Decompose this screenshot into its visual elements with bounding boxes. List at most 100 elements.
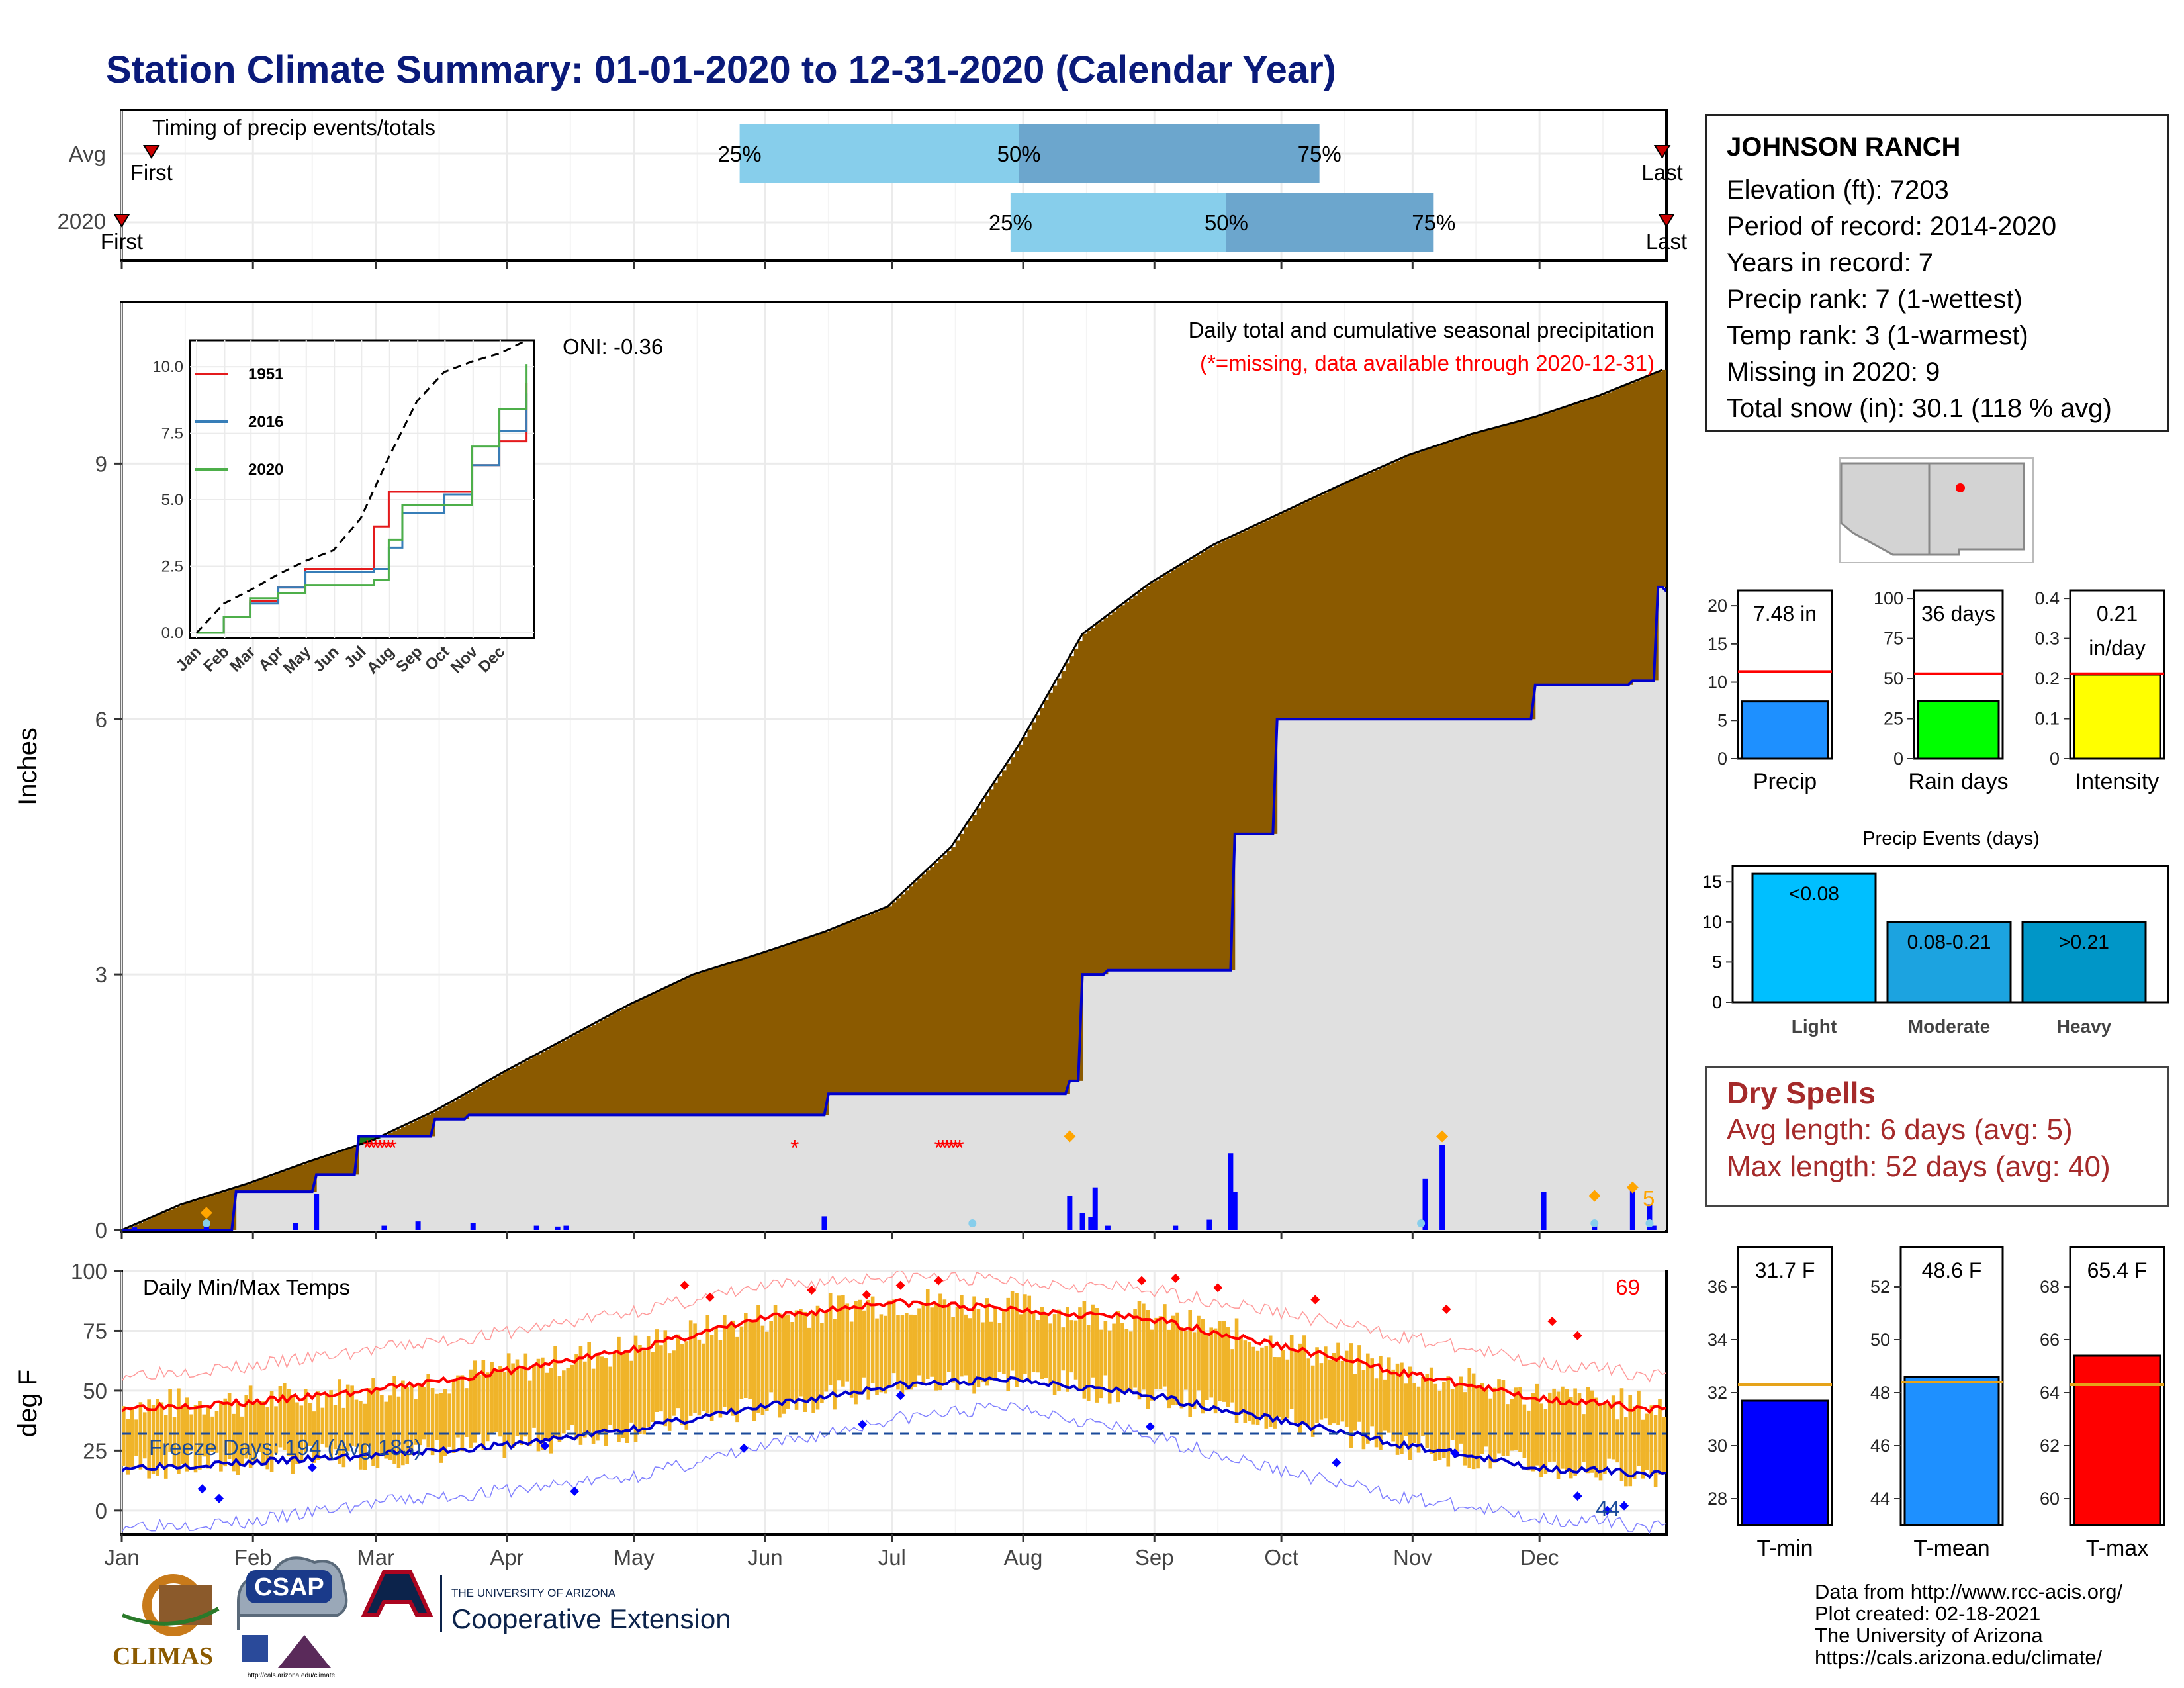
timing-row-label-2020: 2020	[58, 209, 106, 234]
timing-bar-q50-75	[1019, 124, 1320, 183]
precip-event-category: Heavy	[2057, 1016, 2112, 1037]
precip-chart-subtitle: (*=missing, data available through 2020-…	[1200, 351, 1655, 375]
missing-data-marker: *	[947, 1135, 956, 1160]
y-tick-label: 30	[1707, 1436, 1727, 1456]
y-tick-label: 0	[95, 1499, 107, 1523]
missing-data-marker: *	[934, 1135, 943, 1160]
record-low-marker	[1572, 1491, 1582, 1501]
y-tick-label: 15	[1707, 634, 1727, 654]
daily-precip-bar	[1092, 1187, 1098, 1230]
station-precip-rank: Precip rank: 7 (1-wettest)	[1727, 285, 2023, 314]
y-tick-label: 36	[1707, 1277, 1727, 1297]
record-high-marker	[1310, 1295, 1320, 1305]
snow-day-marker	[202, 1219, 210, 1227]
y-tick-label: 25	[83, 1438, 107, 1463]
record-low-marker	[540, 1441, 550, 1451]
daily-precip-bar	[1629, 1187, 1635, 1230]
inset-y-tick-label: 7.5	[161, 425, 183, 443]
record-high-marker	[1137, 1276, 1147, 1286]
y-tick-label: 66	[2040, 1330, 2060, 1350]
y-tick-label: 0.4	[2034, 588, 2060, 608]
record-low-marker	[895, 1391, 905, 1401]
y-tick-label: 5	[1717, 710, 1727, 730]
side-chart-t-max: 60 62 64 66 68 T-max 65.4 F	[2040, 1246, 2165, 1561]
record-low-marker	[858, 1419, 868, 1429]
y-tick-label: 10	[1702, 912, 1722, 932]
deficit-area	[126, 369, 1666, 1230]
timing-p50-label: 50%	[997, 142, 1041, 166]
station-temp-rank: Temp rank: 3 (1-warmest)	[1727, 321, 2028, 350]
oni-label: ONI: -0.36	[563, 334, 663, 359]
record-high-marker	[862, 1290, 872, 1300]
missing-data-marker: *	[942, 1135, 951, 1160]
csap-url-text: http://cals.arizona.edu/climate	[248, 1672, 336, 1679]
y-tick-label: 48	[1870, 1383, 1890, 1403]
record-min-line	[122, 1402, 1666, 1534]
inset-y-tick-label: 2.5	[161, 558, 183, 576]
freeze-count-label: 44	[1596, 1496, 1620, 1521]
side-chart-bar	[1741, 1399, 1829, 1526]
y-tick-label: 20	[1707, 596, 1727, 616]
missing-data-marker: *	[380, 1135, 388, 1160]
side-chart-title: Rain days	[1908, 769, 2008, 794]
map-new-mexico	[1928, 462, 2025, 556]
record-high-marker	[680, 1280, 690, 1290]
y-tick-label: 75	[83, 1319, 107, 1343]
side-chart-title: Intensity	[2075, 769, 2160, 794]
missing-data-marker: *	[938, 1135, 947, 1160]
climas-logo: CLIMAS	[113, 1574, 220, 1670]
record-low-marker	[307, 1462, 317, 1472]
daily-precip-bar	[415, 1221, 421, 1230]
side-chart-title: T-mean	[1913, 1536, 1989, 1561]
snow-day-marker	[1590, 1219, 1599, 1227]
timing-bar-q50-75	[1226, 193, 1434, 252]
record-high-marker	[1441, 1304, 1451, 1314]
record-low-marker	[1602, 1505, 1612, 1515]
station-info-box: JOHNSON RANCH Elevation (ft): 7203 Perio…	[1705, 114, 2169, 432]
daily-precip-bar	[1206, 1219, 1212, 1230]
side-chart-bar	[2073, 1354, 2161, 1526]
snow-day-marker	[1645, 1219, 1654, 1227]
extreme-precip-marker	[1588, 1190, 1601, 1202]
y-tick-label: 60	[2040, 1489, 2060, 1509]
month-tick-label: Aug	[1004, 1545, 1043, 1570]
record-low-marker	[739, 1443, 749, 1453]
precip-events-chart: Precip Events (days) 0 5 10 15 <0.08 Light 0.08…	[1702, 828, 2169, 1037]
y-tick-label: 0	[1712, 992, 1722, 1012]
dry-spells-avg: Avg length: 6 days (avg: 5)	[1727, 1113, 2073, 1146]
precip-events-title: Precip Events (days)	[1862, 828, 2040, 849]
y-tick-label: 52	[1870, 1277, 1890, 1297]
freeze-days-label: Freeze Days: 194 (Avg 183)	[149, 1435, 422, 1460]
daily-precip-bar	[555, 1226, 561, 1230]
daily-precip-bar	[1647, 1204, 1653, 1230]
daily-precip-bar	[1088, 1217, 1094, 1230]
snow-day-marker	[1417, 1219, 1426, 1227]
record-high-marker	[807, 1285, 817, 1295]
missing-data-marker: *	[790, 1135, 799, 1160]
timing-p50-label: 50%	[1205, 211, 1248, 235]
timing-bars: 25% 50% 75% First Last 25% 50% 75% First Last	[101, 124, 1687, 254]
y-tick-label: 0	[1893, 749, 1903, 769]
precip-event-category: Light	[1792, 1016, 1837, 1037]
inset-legend-label: 2020	[248, 461, 283, 479]
precip-event-bar	[1751, 872, 1877, 1004]
missing-data-marker: *	[951, 1135, 960, 1160]
y-tick-label: 75	[1884, 629, 1903, 649]
record-high-marker	[895, 1280, 905, 1290]
y-tick-label: 50	[1870, 1330, 1890, 1350]
side-chart-intensity: 0 0.1 0.2 0.3 0.4 Intensity 0.21 in/day	[2034, 588, 2165, 794]
cumulative-2020-line	[122, 585, 1666, 1231]
average-min-line	[122, 1376, 1666, 1479]
side-chart-value-label: 65.4 F	[2087, 1258, 2148, 1282]
daily-precip-bar	[314, 1194, 320, 1230]
inset-legend: 1951 2016 2020	[195, 365, 283, 479]
inset-legend-label: 2016	[248, 413, 283, 431]
station-missing: Missing in 2020: 9	[1727, 357, 1940, 387]
month-axis: Jan Feb Mar Apr May Jun Jul Aug Sep Oct Nov Dec	[104, 261, 1559, 1570]
timing-bar-q25-50	[1010, 193, 1226, 252]
first-event-label: First	[101, 229, 143, 254]
record-low-marker	[1332, 1458, 1342, 1468]
dry-spells-box: Dry Spells Avg length: 6 days (avg: 5) M…	[1705, 1066, 2169, 1207]
